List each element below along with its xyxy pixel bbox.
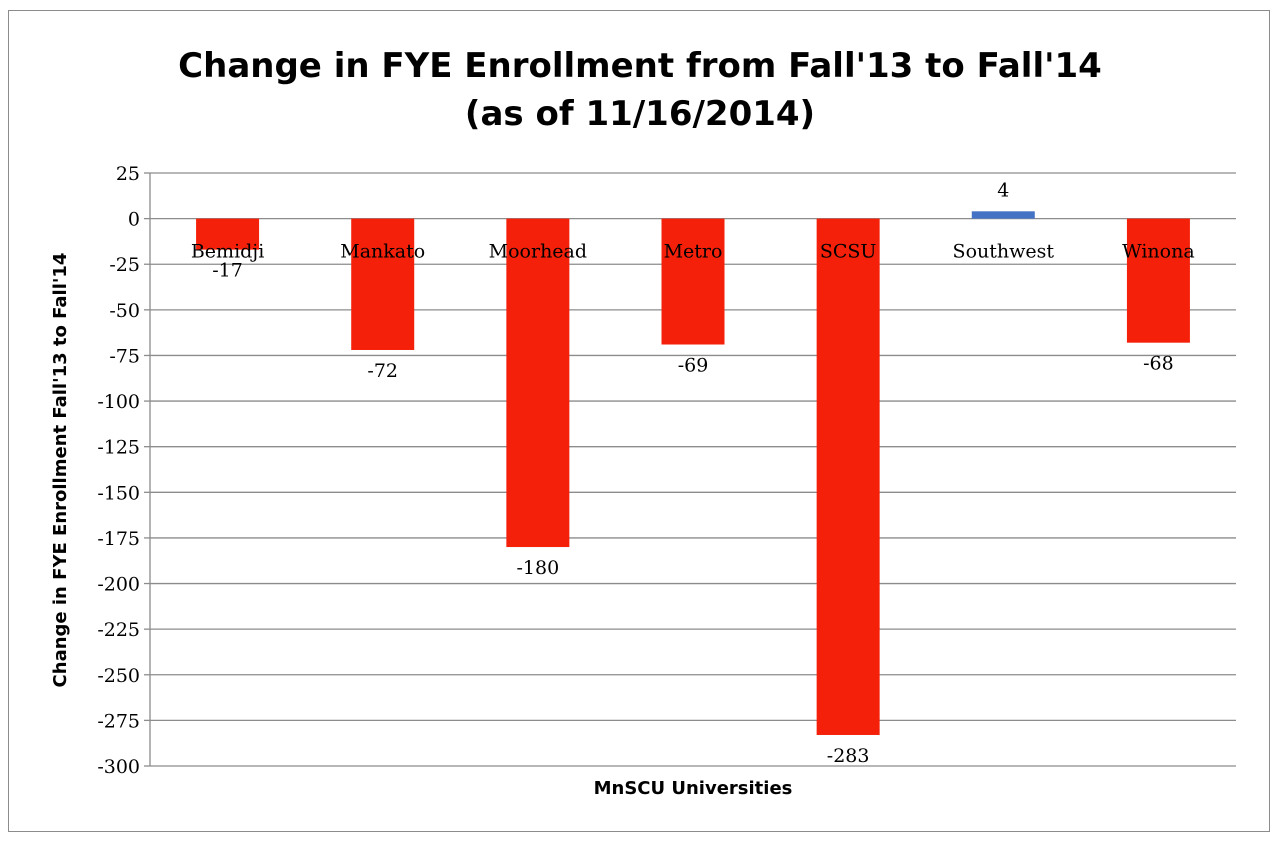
y-tick-label: -75	[109, 345, 140, 367]
bar-scsu	[816, 218, 880, 735]
chart-subtitle: (as of 11/16/2014)	[464, 94, 816, 134]
category-label-scsu: SCSU	[820, 241, 877, 263]
category-label-moorhead: Moorhead	[489, 241, 587, 263]
y-tick-label: 0	[128, 209, 140, 231]
y-tick-label: -25	[109, 254, 140, 276]
category-labels: Bemidji Mankato Moorhead Metro SCSU Southwest…	[191, 241, 1195, 263]
y-tick-label: -225	[97, 619, 140, 641]
bar-metro	[661, 218, 725, 345]
bars	[196, 211, 1190, 735]
category-label-southwest: Southwest	[953, 241, 1055, 263]
category-label-metro: Metro	[664, 241, 723, 263]
y-tick-label: -300	[97, 756, 140, 778]
data-labels: -17 -72 -180 -69 -283 4 -68	[212, 179, 1173, 767]
bar-moorhead	[506, 218, 570, 548]
data-label-bemidji: -17	[212, 260, 243, 282]
x-axis-title: MnSCU Universities	[594, 778, 793, 799]
data-label-southwest: 4	[997, 179, 1009, 201]
data-label-moorhead: -180	[517, 557, 560, 579]
y-tick-label: -100	[97, 391, 140, 413]
y-tick-label: -50	[109, 300, 140, 322]
data-label-metro: -69	[678, 355, 709, 377]
y-axis-title: Change in FYE Enrollment Fall'13 to Fall…	[50, 253, 71, 688]
chart-title: Change in FYE Enrollment from Fall'13 to…	[178, 46, 1102, 86]
category-label-winona: Winona	[1122, 241, 1195, 263]
y-tick-label: -200	[97, 574, 140, 596]
y-tick-label: 25	[116, 163, 140, 185]
chart-frame	[8, 10, 1270, 832]
data-label-scsu: -283	[827, 745, 870, 767]
y-tick-label: -150	[97, 482, 140, 504]
data-label-mankato: -72	[367, 360, 398, 382]
y-tick-label: -275	[97, 710, 140, 732]
category-label-bemidji: Bemidji	[191, 241, 264, 263]
bar-southwest	[971, 211, 1035, 219]
y-tick-label: -125	[97, 437, 140, 459]
y-tick-labels: 25 0 -25 -50 -75 -100 -125 -150 -175 -200 -225 -250…	[97, 163, 140, 778]
y-tick-label: -175	[97, 528, 140, 550]
category-label-mankato: Mankato	[340, 241, 425, 263]
y-tick-label: -250	[97, 665, 140, 687]
bar-winona	[1126, 218, 1190, 343]
bar-mankato	[351, 218, 415, 350]
chart-title-block: Change in FYE Enrollment from Fall'13 to…	[0, 42, 1280, 138]
data-label-winona: -68	[1143, 353, 1174, 375]
bar-bemidji	[196, 218, 260, 250]
